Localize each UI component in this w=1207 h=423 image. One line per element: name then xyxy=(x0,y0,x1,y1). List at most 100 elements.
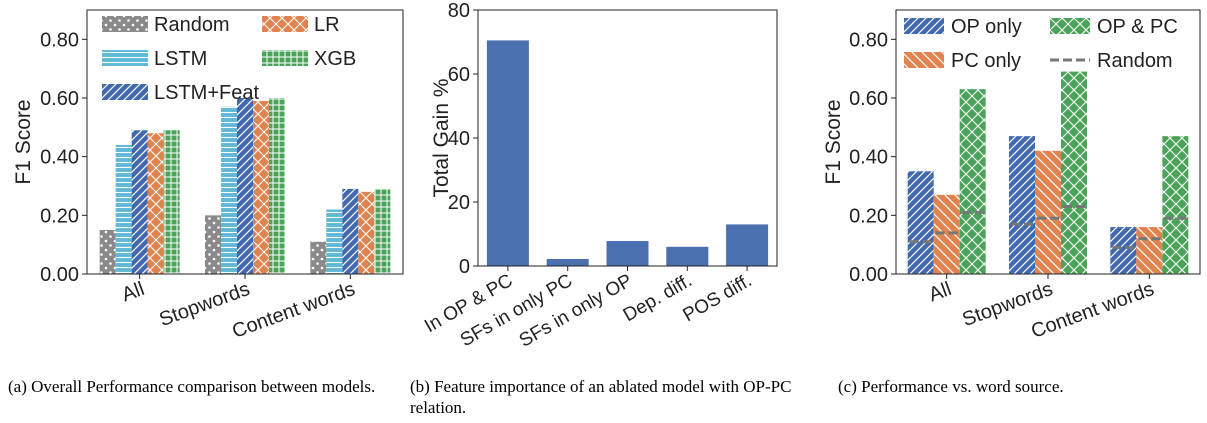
bar-gain-fill xyxy=(486,40,529,267)
bar-op-only xyxy=(1009,136,1035,274)
legend-swatch-4 xyxy=(262,50,308,66)
bar-op-only xyxy=(907,171,934,274)
legend-label: OP only xyxy=(951,16,1022,38)
bar-lr-hatch xyxy=(253,100,269,274)
legend-label: OP & PC xyxy=(1097,16,1178,38)
bar-lstm xyxy=(115,144,132,274)
y-axis-label: Total Gain % xyxy=(430,78,453,197)
bar-gain xyxy=(666,246,709,266)
bar-pc-only xyxy=(1136,227,1163,274)
y-tick-label: 60 xyxy=(448,64,470,86)
bar-gain xyxy=(726,224,769,266)
bar-op-only xyxy=(1110,227,1137,274)
bar-random-hatch xyxy=(310,241,327,274)
bar-op-only-hatch xyxy=(907,171,934,274)
bar-xgb-hatch xyxy=(269,98,285,274)
legend-label: LSTM+Feat xyxy=(154,82,259,104)
bar-gain xyxy=(546,258,589,266)
caption-a: (a) Overall Performance comparison betwe… xyxy=(8,377,376,396)
bar-lstm xyxy=(221,106,237,274)
legend-swatch-2-hatch xyxy=(102,84,148,100)
bar-lstm-feat-hatch xyxy=(131,130,148,274)
bar-gain-fill xyxy=(726,224,769,266)
legend-swatch-0 xyxy=(102,16,148,32)
bar-op-pc-hatch xyxy=(959,89,986,274)
legend-swatch-1-hatch xyxy=(1050,18,1090,34)
bar-random xyxy=(205,215,221,274)
bar-pc-only-hatch xyxy=(1035,150,1061,274)
bar-gain xyxy=(486,40,529,267)
bar-lstm-hatch xyxy=(221,106,237,274)
bar-lstm-hatch xyxy=(326,209,343,274)
bar-xgb-hatch xyxy=(163,130,180,274)
bar-op-only-hatch xyxy=(1009,136,1035,274)
bar-xgb xyxy=(163,130,180,274)
bar-op-pc xyxy=(1061,71,1087,274)
legend: OP only OP & PC PC only Random xyxy=(904,16,1178,72)
bar-lstm-feat xyxy=(342,188,359,274)
legend-swatch-2-hatch xyxy=(904,52,944,68)
y-axis-label: F1 Score xyxy=(12,99,35,184)
y-tick-label: 0.60 xyxy=(849,88,888,110)
bar-random-hatch xyxy=(205,215,221,274)
x-tick-label: POS diff. xyxy=(680,270,756,326)
bar-random-hatch xyxy=(99,230,116,274)
legend-swatch-1 xyxy=(1050,18,1090,34)
legend-swatch-2 xyxy=(904,52,944,68)
bar-random xyxy=(310,241,327,274)
bar-lstm-feat-hatch xyxy=(342,188,359,274)
y-tick-label: 0.20 xyxy=(40,205,79,227)
legend: Random LR LSTM XGB LSTM+Feat xyxy=(102,14,356,104)
bar-pc-only xyxy=(1035,150,1061,274)
bar-gain-fill xyxy=(546,258,589,266)
legend-label: Random xyxy=(154,14,230,36)
legend-swatch-1 xyxy=(102,50,148,66)
legend-label: LR xyxy=(314,14,340,36)
y-tick-label: 0.80 xyxy=(849,29,888,51)
legend-label: PC only xyxy=(951,50,1021,72)
legend-swatch-4-hatch xyxy=(262,50,308,66)
legend-swatch-3-hatch xyxy=(262,16,308,32)
bar-op-pc-hatch xyxy=(1162,136,1189,274)
y-tick-label: 0.80 xyxy=(40,29,79,51)
bar-op-pc xyxy=(1162,136,1189,274)
y-tick-label: 0.00 xyxy=(849,264,888,286)
bar-op-pc xyxy=(959,89,986,274)
caption-c: (c) Performance vs. word source. xyxy=(838,377,1064,396)
legend-swatch-1-hatch xyxy=(102,50,148,66)
bar-lr-hatch xyxy=(358,191,375,274)
y-tick-label: 80 xyxy=(448,0,470,22)
legend-swatch-0-hatch xyxy=(904,18,944,34)
bar-op-pc-hatch xyxy=(1061,71,1087,274)
bar-lr xyxy=(147,133,164,274)
bar-lstm-hatch xyxy=(115,144,132,274)
caption-b: (b) Feature importance of an ablated mod… xyxy=(410,377,792,417)
y-tick-label: 0.40 xyxy=(849,147,888,169)
bar-lstm-feat xyxy=(131,130,148,274)
bar-lstm-feat-hatch xyxy=(237,98,253,274)
bar-lstm-feat xyxy=(237,98,253,274)
bar-gain-fill xyxy=(606,241,649,266)
bar-xgb-hatch xyxy=(374,188,391,274)
legend-swatch-0 xyxy=(904,18,944,34)
x-tick-label: All xyxy=(119,278,147,306)
legend-label: XGB xyxy=(314,48,356,70)
x-tick-label: All xyxy=(926,278,954,306)
bar-gain-fill xyxy=(666,246,709,266)
bar-pc-only-hatch xyxy=(1136,227,1163,274)
bar-lr xyxy=(358,191,375,274)
y-tick-label: 0 xyxy=(459,256,470,278)
bar-gain xyxy=(606,241,649,266)
legend-swatch-2 xyxy=(102,84,148,100)
y-tick-label: 0.00 xyxy=(40,264,79,286)
bar-lstm xyxy=(326,209,343,274)
legend-label: Random xyxy=(1097,50,1173,72)
legend-swatch-0-hatch xyxy=(102,16,148,32)
y-tick-label: 0.40 xyxy=(40,147,79,169)
y-axis-label: F1 Score xyxy=(822,99,845,184)
bar-op-only-hatch xyxy=(1110,227,1137,274)
